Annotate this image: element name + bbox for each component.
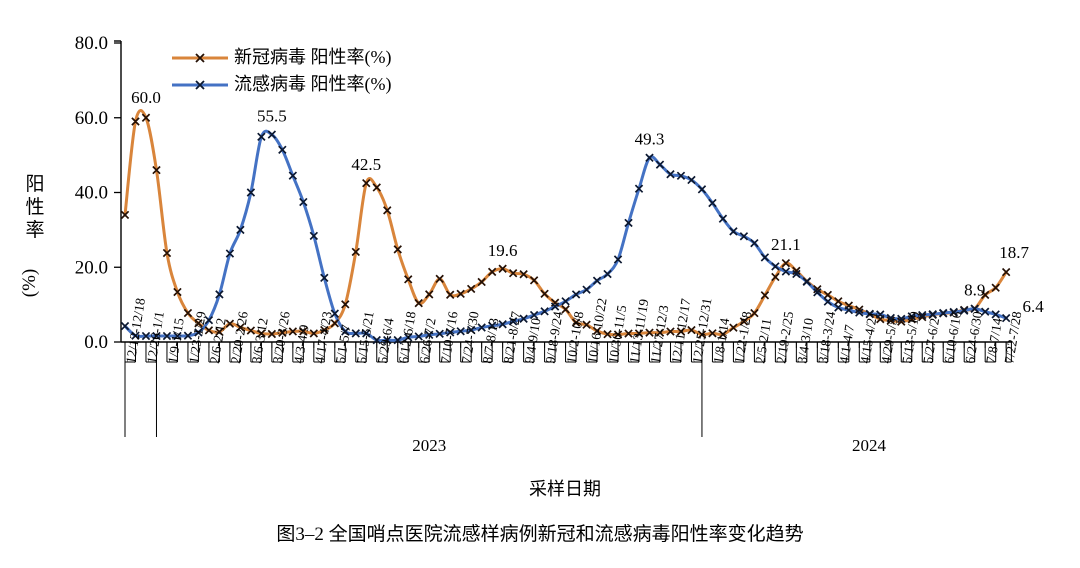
svg-text:21.1: 21.1 <box>771 235 801 254</box>
svg-text:新冠病毒 阳性率(%): 新冠病毒 阳性率(%) <box>234 47 391 68</box>
svg-text:42.5: 42.5 <box>351 155 381 174</box>
svg-text:图3–2 全国哨点医院流感样病例新冠和流感病毒阳性率变化趋势: 图3–2 全国哨点医院流感样病例新冠和流感病毒阳性率变化趋势 <box>276 523 803 545</box>
svg-text:20.0: 20.0 <box>75 257 108 278</box>
svg-text:2023: 2023 <box>412 436 446 455</box>
svg-text:2024: 2024 <box>852 436 887 455</box>
svg-text:49.3: 49.3 <box>635 130 665 149</box>
svg-text:60.0: 60.0 <box>75 108 108 129</box>
svg-text:55.5: 55.5 <box>257 107 287 126</box>
svg-text:60.0: 60.0 <box>131 88 161 107</box>
svg-text:率: 率 <box>25 219 44 241</box>
svg-text:阳: 阳 <box>25 173 44 195</box>
svg-text:(%): (%) <box>19 269 40 297</box>
svg-text:19.6: 19.6 <box>488 241 518 260</box>
svg-text:采样日期: 采样日期 <box>529 479 601 499</box>
svg-text:8.9: 8.9 <box>964 281 985 300</box>
svg-text:6.4: 6.4 <box>1023 297 1045 316</box>
svg-text:性: 性 <box>25 196 44 218</box>
svg-text:80.0: 80.0 <box>75 33 108 54</box>
svg-text:18.7: 18.7 <box>999 243 1029 262</box>
svg-text:0.0: 0.0 <box>84 332 108 353</box>
svg-text:流感病毒 阳性率(%): 流感病毒 阳性率(%) <box>234 74 391 95</box>
svg-text:40.0: 40.0 <box>75 183 108 204</box>
